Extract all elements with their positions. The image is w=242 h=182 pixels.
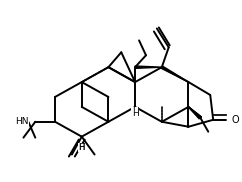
Polygon shape <box>189 107 202 118</box>
Text: H: H <box>132 107 138 116</box>
Polygon shape <box>161 66 189 82</box>
Text: HN: HN <box>15 117 28 126</box>
Text: O: O <box>232 115 240 125</box>
Text: H: H <box>132 109 138 118</box>
Text: H̅: H̅ <box>79 143 85 152</box>
Polygon shape <box>135 66 162 68</box>
Polygon shape <box>189 107 202 118</box>
Text: H: H <box>79 143 85 152</box>
